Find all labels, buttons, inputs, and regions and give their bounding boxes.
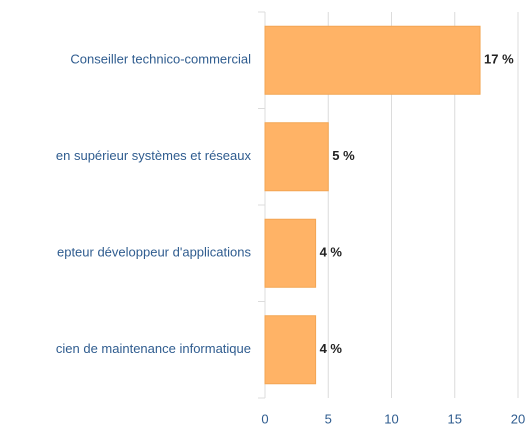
y-tick-label: en supérieur systèmes et réseaux — [56, 148, 252, 163]
bar — [264, 25, 481, 95]
x-tick-label: 15 — [448, 411, 462, 426]
y-tick-label: Conseiller technico-commercial — [70, 52, 251, 67]
value-label: 4 % — [320, 341, 343, 356]
bar — [264, 218, 317, 288]
value-label: 4 % — [320, 245, 343, 260]
bar — [264, 122, 329, 192]
y-tick-label: cien de maintenance informatique — [56, 341, 251, 356]
bar — [264, 315, 317, 385]
y-tick-label: epteur développeur d'applications — [57, 245, 252, 260]
x-tick-label: 5 — [325, 411, 332, 426]
value-label: 17 % — [484, 52, 514, 67]
x-tick-label: 10 — [384, 411, 398, 426]
value-label: 5 % — [332, 148, 355, 163]
x-tick-label: 20 — [511, 411, 525, 426]
x-tick-label: 0 — [261, 411, 268, 426]
